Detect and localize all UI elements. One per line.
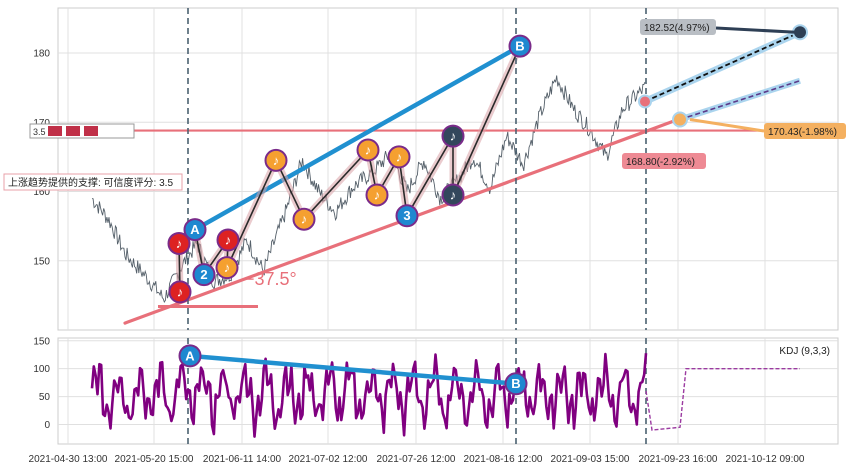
- pattern-point-marker: [441, 183, 465, 207]
- kdj-legend: KDJ (9,3,3): [779, 346, 830, 357]
- pattern-point-marker: [216, 228, 240, 252]
- x-tick-label: 2021-10-12 09:00: [726, 454, 805, 465]
- annotation-label-mid-bg: [764, 123, 846, 139]
- left-badge-mark: [48, 126, 62, 136]
- annotation-arrow-high: [715, 26, 797, 34]
- annotation-label-mid: 170.43(-1.98%): [768, 127, 837, 138]
- left-badge-label: 3.5: [33, 127, 46, 137]
- annotation-label-high: 182.52(4.97%): [644, 23, 710, 34]
- kdj-y-tick-label: 100: [33, 364, 50, 375]
- price-y-tick-label: 170: [33, 118, 50, 129]
- kdj-y-tick-label: 50: [39, 392, 51, 403]
- annotation-label-low: 168.80(-2.92%): [626, 157, 695, 168]
- pattern-point-marker: [183, 218, 207, 242]
- kdj-projection-line: [645, 367, 800, 431]
- kdj-y-tick-label: 150: [33, 336, 50, 347]
- price-panel: 150 160 170 180 −37.5° 182.52(4.97%) 170.43(-1…: [3, 7, 846, 331]
- x-tick-label: 2021-09-03 15:00: [551, 454, 630, 465]
- pattern-point-marker-label: ♪: [177, 284, 184, 299]
- price-y-tick-label: 180: [33, 49, 50, 60]
- pattern-point-marker-label: ♪: [224, 260, 231, 275]
- pattern-point-marker-label: ♪: [365, 142, 372, 157]
- x-tick-label: 2021-05-20 15:00: [115, 454, 194, 465]
- kdj-y-tick-label: 0: [44, 420, 50, 431]
- pattern-point-marker-label: A: [190, 222, 200, 237]
- annotation-label-low-bg: [622, 153, 706, 169]
- pattern-point-marker-label: ♪: [396, 149, 403, 164]
- left-badge-mark: [66, 126, 80, 136]
- pattern-point-marker: [292, 207, 316, 231]
- kdj-point-marker-label: B: [511, 376, 520, 391]
- x-tick-label: 2021-09-23 16:00: [639, 454, 718, 465]
- pattern-point-marker-label: ♪: [225, 232, 232, 247]
- channel-trend-line: [192, 43, 523, 232]
- pattern-point-marker-label: 3: [403, 208, 410, 223]
- pattern-point-marker-label: ♪: [273, 153, 280, 168]
- kdj-panel: 0 50 100 150 A B KDJ (9,3,3): [33, 336, 839, 445]
- support-label: 上涨趋势提供的支撑: 可信度评分: 3.5: [8, 176, 173, 189]
- kdj-k-line: [90, 352, 648, 438]
- left-badge-bg: [29, 123, 135, 139]
- pattern-point-marker: [215, 256, 239, 280]
- price-series-line: [91, 75, 646, 303]
- pattern-point-marker-label: ♪: [301, 212, 308, 227]
- x-tick-label: 2021-07-02 12:00: [289, 454, 368, 465]
- price-y-tick-label: 150: [33, 256, 50, 267]
- kdj-divergence-line: [187, 353, 519, 386]
- pattern-point-marker: [167, 231, 191, 255]
- pattern-point-marker: [395, 204, 419, 228]
- pattern-point-marker-label: ♪: [374, 187, 381, 202]
- kdj-point-marker: [178, 344, 202, 368]
- pattern-point-marker-label: B: [515, 39, 524, 54]
- pattern-point-marker-label: 2: [200, 267, 207, 282]
- pattern-point-marker: [441, 124, 465, 148]
- angle-label: −37.5°: [244, 269, 297, 289]
- annotation-label-high-bg: [640, 19, 716, 35]
- x-tick-label: 2021-06-11 14:00: [203, 454, 282, 465]
- kdj-point-marker-label: A: [185, 348, 195, 363]
- kdj-point-marker: [504, 372, 528, 396]
- pattern-point-marker: [387, 145, 411, 169]
- projection-line-mid: [679, 79, 801, 121]
- projection-start-dot: [638, 94, 652, 109]
- x-axis: 2021-04-30 13:00 2021-05-20 15:00 2021-06-…: [29, 454, 805, 465]
- x-tick-label: 2021-07-26 12:00: [377, 454, 456, 465]
- x-tick-label: 2021-04-30 13:00: [29, 454, 108, 465]
- support-label-bg: [3, 173, 183, 191]
- pattern-point-marker: [508, 34, 532, 58]
- pattern-point-marker-label: ♪: [450, 187, 457, 202]
- annotation-arrow-mid: [689, 118, 765, 133]
- pattern-point-marker: [356, 138, 380, 162]
- pattern-point-marker-label: ♪: [176, 236, 183, 251]
- price-y-tick-label: 160: [33, 187, 50, 198]
- pattern-point-marker: [264, 148, 288, 172]
- pattern-point-marker: [365, 183, 389, 207]
- x-tick-label: 2021-08-16 12:00: [464, 454, 543, 465]
- pattern-point-marker: [192, 263, 216, 287]
- pattern-point-marker-label: ♪: [450, 129, 457, 144]
- projection-line-high: [644, 31, 801, 103]
- projection-target-mid-dot: [672, 111, 688, 128]
- pattern-point-marker: [168, 280, 192, 304]
- left-badge-mark: [84, 126, 98, 136]
